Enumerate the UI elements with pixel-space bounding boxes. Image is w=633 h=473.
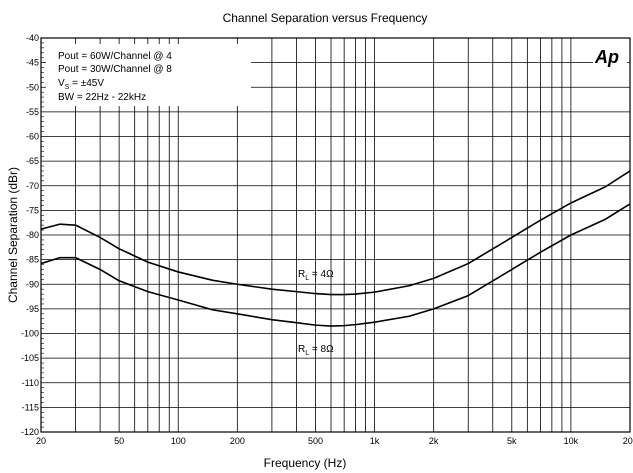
- y-tick-label: -60: [26, 132, 39, 142]
- y-tick-label: -40: [26, 33, 39, 43]
- curve-label-4-ohm-subscript: L: [305, 275, 309, 282]
- conditions-vs-prefix: V: [58, 78, 65, 89]
- series-line-8-ohm: [40, 203, 631, 327]
- ap-logo-text: Ap: [594, 47, 619, 67]
- conditions-vs-value: = ±45V: [69, 78, 104, 89]
- curve-label-8-ohm-prefix: R: [298, 344, 305, 355]
- ap-logo-background: [593, 44, 627, 68]
- series-layer: [40, 170, 631, 327]
- x-tick-label: 100: [171, 436, 186, 446]
- y-tick-label: -120: [21, 427, 39, 437]
- curve-label-4-ohm: RL = 4Ω: [298, 269, 334, 282]
- x-axis-ticks: 20 50 100 200 500 1k 2k 5k 10k 20k: [36, 436, 633, 446]
- curve-label-4-ohm-value: = 4Ω: [309, 269, 334, 280]
- x-tick-label: 20k: [623, 436, 633, 446]
- x-tick-label: 1k: [370, 436, 380, 446]
- y-tick-label: -95: [26, 304, 39, 314]
- conditions-vs-subscript: S: [65, 84, 70, 91]
- y-tick-label: -45: [26, 58, 39, 68]
- y-tick-label: -90: [26, 279, 39, 289]
- curve-label-8-ohm-value: = 8Ω: [309, 344, 334, 355]
- x-tick-label: 20: [36, 436, 46, 446]
- x-axis-title: Frequency (Hz): [264, 456, 347, 470]
- x-tick-label: 10k: [564, 436, 579, 446]
- y-tick-label: -110: [22, 378, 39, 388]
- conditions-line-4: BW = 22Hz - 22kHz: [58, 92, 146, 103]
- y-tick-label: -85: [26, 255, 39, 265]
- y-tick-label: -50: [26, 82, 39, 92]
- y-tick-label: -70: [26, 181, 39, 191]
- ap-logo: Ap: [593, 44, 627, 68]
- y-axis-title: Channel Separation (dBr): [6, 167, 20, 303]
- conditions-box: Pout = 60W/Channel @ 4 Pout = 30W/Channe…: [46, 44, 251, 106]
- curve-label-8-ohm-subscript: L: [305, 350, 309, 357]
- curve-label-8-ohm: RL = 8Ω: [298, 344, 334, 357]
- y-tick-label: -65: [26, 156, 39, 166]
- y-tick-label: -55: [26, 107, 39, 117]
- conditions-box-background: [46, 44, 251, 106]
- x-tick-label: 50: [114, 436, 124, 446]
- y-tick-label: -100: [21, 329, 39, 339]
- y-tick-label: -75: [26, 205, 39, 215]
- x-tick-label: 2k: [429, 436, 439, 446]
- conditions-line-1: Pout = 60W/Channel @ 4: [58, 51, 172, 62]
- x-tick-label: 500: [308, 436, 323, 446]
- conditions-line-3: VS = ±45V: [58, 78, 104, 91]
- y-tick-label: -80: [26, 230, 39, 240]
- x-tick-label: 5k: [507, 436, 517, 446]
- y-axis-ticks: -40 -45 -50 -55 -60 -65 -70 -75 -80 -85 -90 -95 -100…: [21, 33, 44, 437]
- curve-label-4-ohm-prefix: R: [298, 269, 305, 280]
- chart-title: Channel Separation versus Frequency: [223, 11, 428, 25]
- plot-area-border: [40, 37, 631, 433]
- x-tick-label: 200: [230, 436, 245, 446]
- y-tick-label: -115: [22, 402, 39, 412]
- y-tick-label: -105: [21, 353, 39, 363]
- conditions-line-2: Pout = 30W/Channel @ 8: [58, 64, 172, 75]
- series-line-4-ohm: [40, 170, 631, 296]
